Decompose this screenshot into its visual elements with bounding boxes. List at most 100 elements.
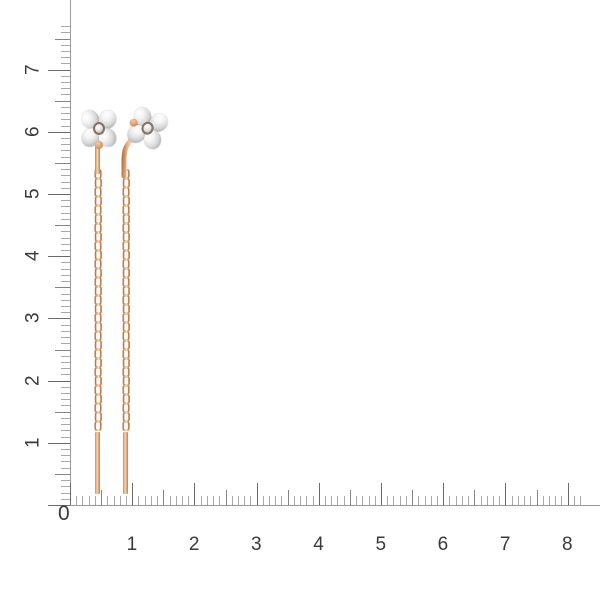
vertical-ruler-tick [55, 101, 70, 102]
vertical-ruler-tick [48, 381, 70, 382]
horizontal-ruler-tick [114, 496, 115, 505]
horizontal-ruler-tick [406, 496, 407, 505]
vertical-ruler-tick [48, 132, 70, 133]
horizontal-ruler-tick [443, 483, 444, 505]
vertical-ruler-tick [48, 256, 70, 257]
vertical-ruler-tick [61, 94, 70, 95]
horizontal-ruler-tick [505, 483, 506, 505]
vertical-ruler-tick [61, 63, 70, 64]
vertical-ruler-tick [61, 231, 70, 232]
horizontal-ruler-tick [170, 496, 171, 505]
vertical-ruler-tick [61, 306, 70, 307]
vertical-ruler-tick [61, 244, 70, 245]
horizontal-ruler-tick [337, 496, 338, 505]
vertical-ruler-tick [61, 331, 70, 332]
horizontal-ruler-tick [344, 496, 345, 505]
vertical-ruler-axis-line [70, 0, 71, 506]
vertical-ruler-tick [61, 430, 70, 431]
vertical-ruler-tick [61, 57, 70, 58]
horizontal-ruler-tick [138, 496, 139, 505]
horizontal-ruler-tick [418, 496, 419, 505]
vertical-ruler-tick [61, 144, 70, 145]
vertical-ruler-tick [61, 262, 70, 263]
horizontal-ruler-tick [95, 496, 96, 505]
horizontal-ruler-tick [313, 496, 314, 505]
vertical-ruler-tick [61, 449, 70, 450]
horizontal-ruler-tick [325, 496, 326, 505]
horizontal-ruler-tick [306, 496, 307, 505]
vertical-ruler-tick [55, 39, 70, 40]
vertical-ruler-tick [61, 200, 70, 201]
horizontal-ruler-tick [238, 496, 239, 505]
vertical-ruler-tick [61, 374, 70, 375]
horizontal-ruler-tick [120, 496, 121, 505]
vertical-ruler-tick [61, 150, 70, 151]
vertical-ruler-tick [61, 437, 70, 438]
vertical-ruler-tick [61, 325, 70, 326]
vertical-ruler-tick [48, 70, 70, 71]
vertical-ruler-tick [61, 337, 70, 338]
horizontal-ruler-tick [393, 496, 394, 505]
horizontal-ruler-axis-line [70, 505, 600, 506]
horizontal-ruler-tick [319, 483, 320, 505]
vertical-ruler-tick [61, 418, 70, 419]
horizontal-ruler-tick [201, 496, 202, 505]
vertical-ruler-tick [48, 443, 70, 444]
horizontal-ruler-tick [574, 496, 575, 505]
horizontal-ruler-tick [381, 483, 382, 505]
horizontal-ruler-tick [263, 496, 264, 505]
vertical-ruler-tick [61, 213, 70, 214]
vertical-ruler-tick [55, 350, 70, 351]
vertical-ruler-tick [61, 399, 70, 400]
horizontal-ruler-label: 7 [499, 534, 511, 555]
vertical-ruler-tick [61, 175, 70, 176]
vertical-ruler-tick [61, 294, 70, 295]
horizontal-ruler-tick [331, 496, 332, 505]
vertical-ruler-tick [61, 424, 70, 425]
ruler-origin-label: 0 [58, 502, 71, 525]
vertical-ruler-tick [61, 343, 70, 344]
horizontal-ruler-label: 5 [375, 534, 387, 555]
vertical-ruler-tick [61, 275, 70, 276]
vertical-ruler-tick [55, 163, 70, 164]
vertical-ruler-tick [61, 486, 70, 487]
horizontal-ruler-tick [474, 490, 475, 505]
horizontal-ruler-tick [163, 490, 164, 505]
horizontal-ruler-tick [524, 496, 525, 505]
vertical-ruler-tick [61, 113, 70, 114]
horizontal-ruler-tick [493, 496, 494, 505]
horizontal-ruler-tick [244, 496, 245, 505]
horizontal-ruler-tick [188, 496, 189, 505]
horizontal-ruler-tick [182, 496, 183, 505]
vertical-ruler-tick [61, 157, 70, 158]
vertical-ruler-tick [61, 206, 70, 207]
horizontal-ruler-tick [82, 496, 83, 505]
horizontal-ruler-tick [226, 490, 227, 505]
horizontal-ruler-label: 2 [188, 534, 200, 555]
horizontal-ruler-label: 8 [562, 534, 574, 555]
horizontal-ruler-tick [462, 496, 463, 505]
vertical-ruler-tick [48, 194, 70, 195]
horizontal-ruler-tick [269, 496, 270, 505]
horizontal-ruler-tick [250, 496, 251, 505]
earring-right-chain [122, 169, 130, 431]
horizontal-ruler-tick [456, 496, 457, 505]
horizontal-ruler-tick [257, 483, 258, 505]
gold-prong-bottom [95, 141, 103, 149]
vertical-ruler-tick [61, 356, 70, 357]
vertical-ruler-tick [61, 76, 70, 77]
vertical-ruler-tick [61, 368, 70, 369]
vertical-ruler-tick [61, 455, 70, 456]
horizontal-ruler-tick [232, 496, 233, 505]
earring-left-diamond-cluster [78, 107, 120, 150]
horizontal-ruler-tick [300, 496, 301, 505]
vertical-ruler-tick [61, 169, 70, 170]
horizontal-ruler-tick [543, 496, 544, 505]
vertical-ruler-tick [61, 461, 70, 462]
horizontal-ruler-label: 1 [126, 534, 138, 555]
vertical-ruler-tick [61, 138, 70, 139]
horizontal-ruler-tick [530, 496, 531, 505]
horizontal-ruler-tick [281, 496, 282, 505]
vertical-ruler-tick [61, 312, 70, 313]
